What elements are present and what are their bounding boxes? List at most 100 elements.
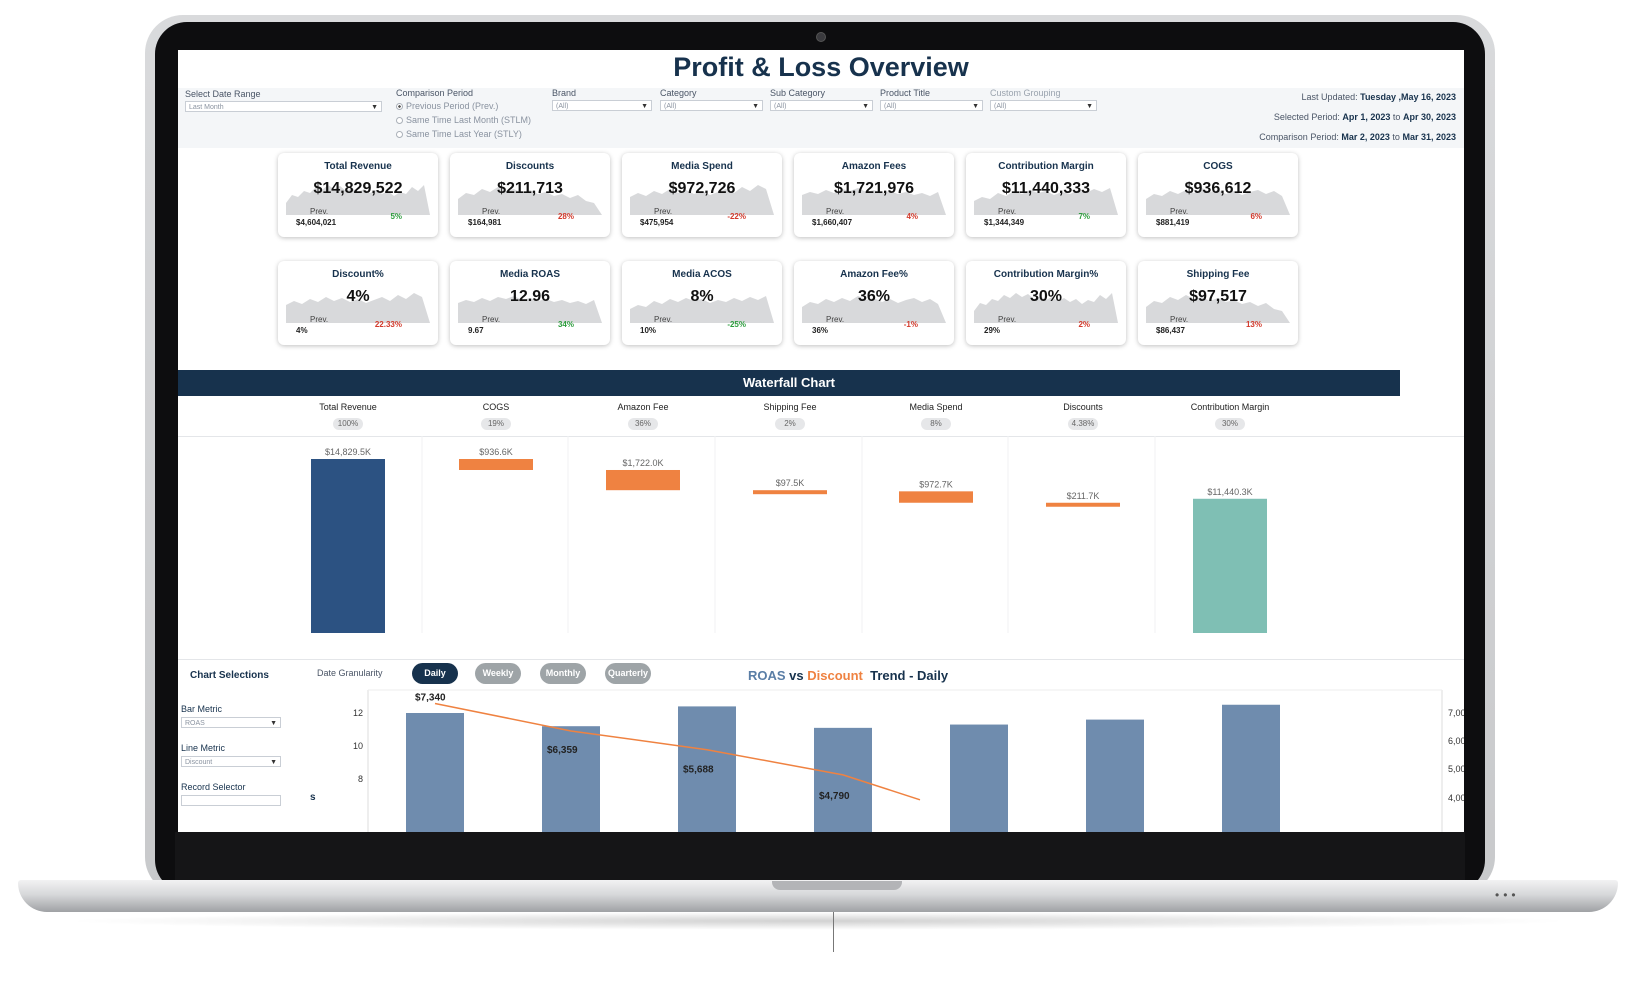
radio-selected-icon bbox=[396, 103, 403, 110]
kpi-value: 4% bbox=[346, 288, 370, 305]
sub-category-select[interactable]: (All) ▼ bbox=[770, 100, 873, 111]
kpi-title: Shipping Fee bbox=[1186, 269, 1250, 280]
kpi-card[interactable]: Contribution Margin $11,440,333 Prev. $1,34… bbox=[966, 153, 1126, 237]
radio-icon bbox=[396, 117, 403, 124]
right-axis-tick: 7,000 bbox=[1448, 708, 1464, 718]
sub-category-label: Sub Category bbox=[770, 88, 826, 98]
waterfall-bar bbox=[1193, 498, 1267, 633]
kpi-card[interactable]: Amazon Fees $1,721,976 Prev. $1,660,407 4% bbox=[794, 153, 954, 237]
kpi-card[interactable]: Discount% 4% Prev. 4% 22.33% bbox=[278, 261, 438, 345]
category-select[interactable]: (All) ▼ bbox=[660, 100, 763, 111]
divider bbox=[178, 659, 1464, 660]
granularity-quarterly-button[interactable]: Quarterly bbox=[605, 663, 651, 684]
kpi-prev-value: $4,604,021 bbox=[296, 218, 337, 227]
status-lights-icon: ••• bbox=[1495, 888, 1520, 902]
kpi-card[interactable]: Amazon Fee% 36% Prev. 36% -1% bbox=[794, 261, 954, 345]
radio-stly[interactable]: Same Time Last Year (STLY) bbox=[396, 129, 522, 139]
kpi-card[interactable]: Discounts $211,713 Prev. $164,981 28% bbox=[450, 153, 610, 237]
waterfall-col-pct: 8% bbox=[921, 418, 951, 430]
waterfall-bar bbox=[311, 459, 385, 633]
granularity-weekly-button[interactable]: Weekly bbox=[475, 663, 521, 684]
granularity-monthly-button[interactable]: Monthly bbox=[540, 663, 586, 684]
kpi-title: Total Revenue bbox=[324, 161, 392, 172]
kpi-prev-label: Prev. bbox=[998, 207, 1017, 216]
trend-data-label: $7,340 bbox=[415, 692, 446, 703]
waterfall-chart: $14,829.5K $936.6K $1,722.0K $97.5K $972.7K $… bbox=[311, 436, 1267, 633]
sparkline-area bbox=[458, 296, 602, 323]
comparison-period: Comparison Period: Mar 2, 2023 to Mar 31… bbox=[1259, 132, 1456, 142]
kpi-prev-value: $1,660,407 bbox=[812, 218, 853, 227]
radio-label: Same Time Last Month (STLM) bbox=[406, 115, 532, 125]
sparkline-area bbox=[1146, 295, 1290, 323]
divider bbox=[178, 436, 1464, 437]
kpi-card[interactable]: Media ROAS 12.96 Prev. 9.67 34% bbox=[450, 261, 610, 345]
kpi-change: 5% bbox=[390, 212, 402, 221]
bar-metric-select[interactable]: ROAS ▼ bbox=[181, 717, 281, 728]
granularity-label: Date Granularity bbox=[317, 668, 383, 678]
kpi-card[interactable]: Contribution Margin% 30% Prev. 29% 2% bbox=[966, 261, 1126, 345]
kpi-prev-label: Prev. bbox=[1170, 207, 1189, 216]
laptop-shadow-line bbox=[833, 912, 834, 952]
kpi-title: Contribution Margin% bbox=[993, 269, 1099, 280]
camera-icon bbox=[816, 32, 826, 42]
sparkline-fill bbox=[1146, 295, 1290, 323]
date-range-select[interactable]: Last Month ▼ bbox=[185, 101, 382, 112]
waterfall-bar bbox=[899, 491, 973, 503]
sparkline-fill bbox=[802, 296, 946, 323]
sparkline-area bbox=[458, 187, 602, 215]
trend-bar bbox=[1086, 719, 1144, 832]
kpi-card[interactable]: Total Revenue $14,829,522 Prev. $4,604,021 5… bbox=[278, 153, 438, 237]
radio-stlm[interactable]: Same Time Last Month (STLM) bbox=[396, 115, 531, 125]
radio-previous-period[interactable]: Previous Period (Prev.) bbox=[396, 101, 498, 111]
chevron-down-icon: ▼ bbox=[371, 104, 378, 111]
kpi-card[interactable]: COGS $936,612 Prev. $881,419 6% bbox=[1138, 153, 1298, 237]
trend-bar bbox=[814, 727, 872, 832]
trend-chart: 121087,0006,0005,0004,000st$7,340$6,359$… bbox=[310, 689, 1464, 832]
product-title-value: (All) bbox=[884, 103, 897, 110]
waterfall-data-label: $972.7K bbox=[919, 479, 953, 489]
brand-select[interactable]: (All) ▼ bbox=[552, 100, 652, 111]
kpi-card[interactable]: Media Spend $972,726 Prev. $475,954 -22% bbox=[622, 153, 782, 237]
kpi-value: $936,612 bbox=[1184, 180, 1252, 197]
sparkline-fill bbox=[286, 185, 430, 215]
kpi-prev-label: Prev. bbox=[826, 207, 845, 216]
kpi-value: 36% bbox=[857, 288, 891, 305]
bar-metric-label: Bar Metric bbox=[181, 704, 223, 714]
trend-bar bbox=[1222, 704, 1280, 832]
kpi-prev-value: $86,437 bbox=[1156, 326, 1185, 335]
sparkline-fill bbox=[974, 293, 1118, 323]
waterfall-header: Waterfall Chart bbox=[178, 370, 1400, 396]
trend-title: ROAS vs Discount Trend - Daily bbox=[748, 668, 948, 683]
comparison-period-label: Comparison Period: bbox=[1259, 132, 1339, 142]
kpi-value: $97,517 bbox=[1189, 288, 1247, 305]
record-selector-select[interactable] bbox=[181, 795, 281, 806]
sparkline-fill bbox=[974, 188, 1118, 215]
trend-data-label: $4,790 bbox=[819, 791, 850, 802]
granularity-daily-button[interactable]: Daily bbox=[412, 663, 458, 684]
chevron-down-icon: ▼ bbox=[270, 759, 277, 766]
kpi-prev-value: 29% bbox=[984, 326, 1001, 335]
kpi-prev-label: Prev. bbox=[654, 207, 673, 216]
kpi-card[interactable]: Shipping Fee $97,517 Prev. $86,437 13% bbox=[1138, 261, 1298, 345]
kpi-value: $14,829,522 bbox=[313, 180, 403, 197]
chart-selections-title: Chart Selections bbox=[190, 670, 269, 681]
trend-data-label: $5,688 bbox=[683, 765, 714, 776]
sparkline-area bbox=[1146, 188, 1290, 215]
sparkline-area bbox=[286, 185, 430, 215]
right-axis-tick: 6,000 bbox=[1448, 736, 1464, 746]
custom-grouping-select[interactable]: (All) ▼ bbox=[990, 100, 1097, 111]
product-title-select[interactable]: (All) ▼ bbox=[880, 100, 983, 111]
brand-label: Brand bbox=[552, 88, 577, 98]
category-label: Category bbox=[660, 88, 697, 98]
kpi-prev-label: Prev. bbox=[654, 315, 673, 324]
kpi-change: -22% bbox=[727, 212, 746, 221]
line-metric-select[interactable]: Discount ▼ bbox=[181, 756, 281, 767]
waterfall-data-label: $11,440.3K bbox=[1207, 487, 1252, 497]
trend-data-label: $6,359 bbox=[547, 745, 578, 756]
sparkline-area bbox=[630, 296, 774, 323]
kpi-title: Amazon Fee% bbox=[840, 269, 908, 280]
trend-title-discount: Discount bbox=[807, 668, 863, 683]
chevron-down-icon: ▼ bbox=[641, 103, 648, 110]
waterfall-col-label: Contribution Margin bbox=[1190, 402, 1270, 412]
kpi-card[interactable]: Media ACOS 8% Prev. 10% -25% bbox=[622, 261, 782, 345]
